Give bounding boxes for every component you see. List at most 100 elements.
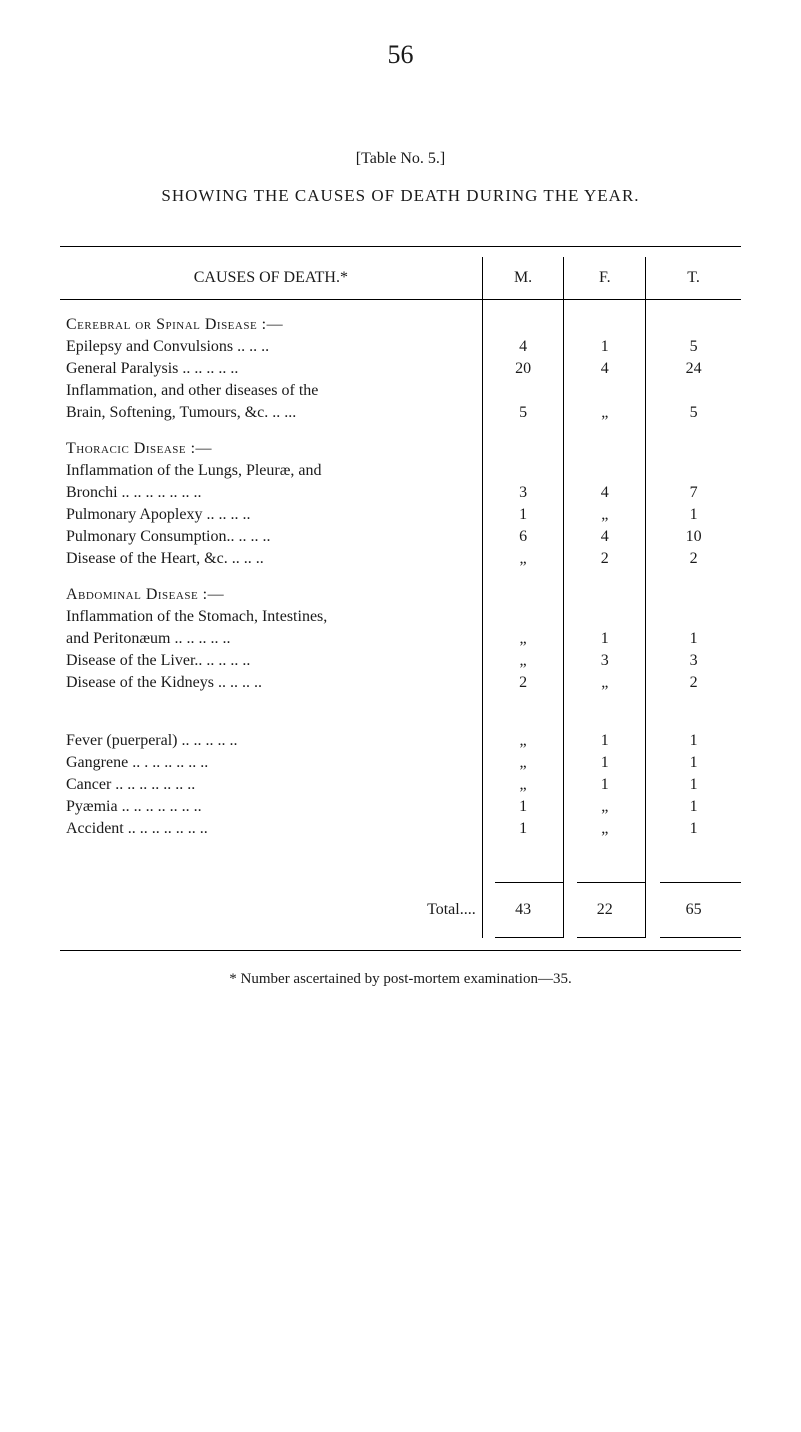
table-row: Epilepsy and Convulsions .. .. ..415 [60, 336, 741, 358]
page-title: SHOWING THE CAUSES OF DEATH DURING THE Y… [60, 186, 741, 206]
cell-empty [646, 300, 741, 337]
row-label: Accident .. .. .. .. .. .. .. [60, 818, 482, 840]
cell-empty [482, 424, 564, 460]
header-causes: CAUSES OF DEATH.* [60, 257, 482, 299]
cell-m: 4 [482, 336, 564, 358]
footnote: * Number ascertained by post-mortem exam… [60, 971, 741, 988]
cell-m: 3 [482, 482, 564, 504]
cell-f: „ [564, 402, 646, 424]
table-row: Disease of the Kidneys .. .. .. ..2„2 [60, 672, 741, 694]
cell-t: 24 [646, 358, 741, 380]
cell-f: 2 [564, 548, 646, 570]
cell-empty [564, 424, 646, 460]
table-row: Pyæmia .. .. .. .. .. .. ..1„1 [60, 796, 741, 818]
table-row: Bronchi .. .. .. .. .. .. ..347 [60, 482, 741, 504]
spacer-row [60, 694, 741, 730]
cell-f: 1 [564, 730, 646, 752]
cell-f: 4 [564, 482, 646, 504]
table-header-row: CAUSES OF DEATH.* M. F. T. [60, 257, 741, 299]
row-label: Pyæmia .. .. .. .. .. .. .. [60, 796, 482, 818]
section-heading: Abdominal Disease :— [60, 570, 482, 606]
cell-f: 1 [564, 336, 646, 358]
row-label: Bronchi .. .. .. .. .. .. .. [60, 482, 482, 504]
row-label: Disease of the Liver.. .. .. .. .. [60, 650, 482, 672]
cell-m: 1 [482, 818, 564, 840]
row-label: Disease of the Kidneys .. .. .. .. [60, 672, 482, 694]
cell-t: 1 [646, 730, 741, 752]
cell-f: „ [564, 818, 646, 840]
cell-t: 10 [646, 526, 741, 548]
cell-m: 6 [482, 526, 564, 548]
header-m: M. [482, 257, 564, 299]
table-row: Inflammation of the Stomach, Intestines, [60, 606, 741, 628]
table-row: Inflammation of the Lungs, Pleuræ, and [60, 460, 741, 482]
row-label: Fever (puerperal) .. .. .. .. .. [60, 730, 482, 752]
cell-empty [482, 570, 564, 606]
row-label: Pulmonary Consumption.. .. .. .. [60, 526, 482, 548]
cell-m: 20 [482, 358, 564, 380]
total-m: 43 [482, 883, 564, 937]
cell-t [646, 380, 741, 402]
cell-f: 1 [564, 774, 646, 796]
cell-t: 1 [646, 628, 741, 650]
cell-m: „ [482, 730, 564, 752]
table-row: Accident .. .. .. .. .. .. ..1„1 [60, 818, 741, 840]
cell-empty [646, 570, 741, 606]
cell-m: 5 [482, 402, 564, 424]
cell-f [564, 460, 646, 482]
cell-empty [564, 300, 646, 337]
cell-f: „ [564, 796, 646, 818]
section-heading-row: Abdominal Disease :— [60, 570, 741, 606]
cell-m: „ [482, 752, 564, 774]
cell-m: 1 [482, 504, 564, 526]
cell-f: 1 [564, 628, 646, 650]
table-row: Inflammation, and other diseases of the [60, 380, 741, 402]
cell-t: 2 [646, 672, 741, 694]
post-total-rule-row [60, 937, 741, 938]
section-heading-row: Thoracic Disease :— [60, 424, 741, 460]
table-row: Disease of the Liver.. .. .. .. ..„33 [60, 650, 741, 672]
table-row: Cancer .. .. .. .. .. .. ..„11 [60, 774, 741, 796]
table-row: Gangrene .. . .. .. .. .. ..„11 [60, 752, 741, 774]
cell-t: 3 [646, 650, 741, 672]
cell-f: 3 [564, 650, 646, 672]
row-label: Epilepsy and Convulsions .. .. .. [60, 336, 482, 358]
section-heading-row: Cerebral or Spinal Disease :— [60, 300, 741, 337]
cell-f: „ [564, 672, 646, 694]
total-t: 65 [646, 883, 741, 937]
spacer-row [60, 840, 741, 882]
row-label: Cancer .. .. .. .. .. .. .. [60, 774, 482, 796]
cell-m [482, 460, 564, 482]
cell-t: 2 [646, 548, 741, 570]
cell-t: 1 [646, 796, 741, 818]
total-row: Total.... 43 22 65 [60, 883, 741, 937]
cell-t [646, 606, 741, 628]
cell-f: 4 [564, 526, 646, 548]
section-heading: Thoracic Disease :— [60, 424, 482, 460]
cell-f: 1 [564, 752, 646, 774]
row-label: Inflammation of the Stomach, Intestines, [60, 606, 482, 628]
header-f: F. [564, 257, 646, 299]
top-rule [60, 246, 741, 247]
table-row: Pulmonary Apoplexy .. .. .. ..1„1 [60, 504, 741, 526]
cell-t [646, 460, 741, 482]
causes-table: CAUSES OF DEATH.* M. F. T. Cerebral or S… [60, 257, 741, 938]
cell-m [482, 380, 564, 402]
total-f: 22 [564, 883, 646, 937]
table-row: Brain, Softening, Tumours, &c. .. ...5„5 [60, 402, 741, 424]
row-label: Inflammation, and other diseases of the [60, 380, 482, 402]
section-heading: Cerebral or Spinal Disease :— [60, 300, 482, 337]
cell-f [564, 380, 646, 402]
row-label: Gangrene .. . .. .. .. .. .. [60, 752, 482, 774]
total-label: Total.... [60, 883, 482, 937]
cell-m: „ [482, 774, 564, 796]
cell-t: 7 [646, 482, 741, 504]
page-number: 56 [60, 40, 741, 70]
cell-empty [646, 424, 741, 460]
cell-f: 4 [564, 358, 646, 380]
header-t: T. [646, 257, 741, 299]
cell-m: „ [482, 628, 564, 650]
bottom-rule [60, 950, 741, 951]
row-label: and Peritonæum .. .. .. .. .. [60, 628, 482, 650]
table-row: General Paralysis .. .. .. .. ..20424 [60, 358, 741, 380]
